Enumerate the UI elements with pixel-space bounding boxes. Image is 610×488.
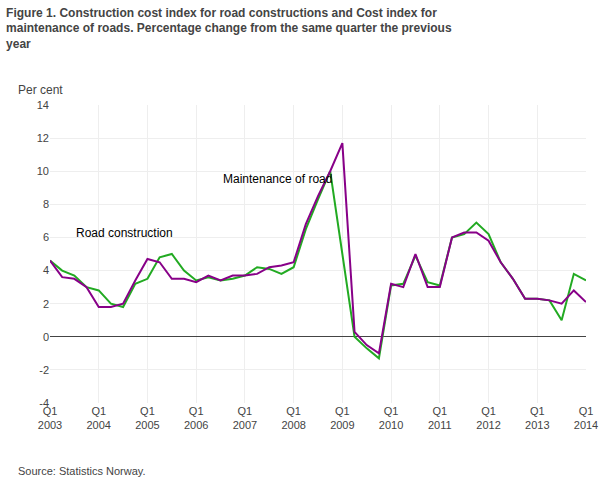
svg-text:10: 10 bbox=[37, 165, 49, 177]
svg-text:Q12013: Q12013 bbox=[525, 405, 549, 431]
svg-text:Q12011: Q12011 bbox=[428, 405, 452, 431]
svg-text:12: 12 bbox=[37, 132, 49, 144]
svg-text:Q12014: Q12014 bbox=[574, 405, 598, 431]
svg-text:Q12008: Q12008 bbox=[281, 405, 305, 431]
svg-text:Q12012: Q12012 bbox=[476, 405, 500, 431]
svg-text:Q12009: Q12009 bbox=[330, 405, 354, 431]
svg-text:Maintenance of road: Maintenance of road bbox=[223, 172, 332, 186]
svg-text:-2: -2 bbox=[39, 364, 49, 376]
svg-text:6: 6 bbox=[43, 231, 49, 243]
svg-text:Q12003: Q12003 bbox=[38, 405, 62, 431]
svg-text:Q12007: Q12007 bbox=[233, 405, 257, 431]
svg-text:Per cent: Per cent bbox=[18, 83, 63, 97]
svg-text:Figure 1. Construction cost in: Figure 1. Construction cost index for ro… bbox=[6, 6, 452, 51]
svg-text:Source: Statistics Norway.: Source: Statistics Norway. bbox=[18, 465, 146, 477]
svg-text:8: 8 bbox=[43, 198, 49, 210]
svg-text:4: 4 bbox=[43, 264, 49, 276]
svg-text:Road construction: Road construction bbox=[76, 226, 173, 240]
svg-text:Q12006: Q12006 bbox=[184, 405, 208, 431]
svg-text:14: 14 bbox=[37, 99, 49, 111]
svg-text:-4: -4 bbox=[39, 397, 49, 409]
svg-text:Q12005: Q12005 bbox=[135, 405, 159, 431]
svg-text:Q12010: Q12010 bbox=[379, 405, 403, 431]
svg-text:2: 2 bbox=[43, 298, 49, 310]
svg-text:Q12004: Q12004 bbox=[86, 405, 110, 431]
svg-text:0: 0 bbox=[43, 331, 49, 343]
